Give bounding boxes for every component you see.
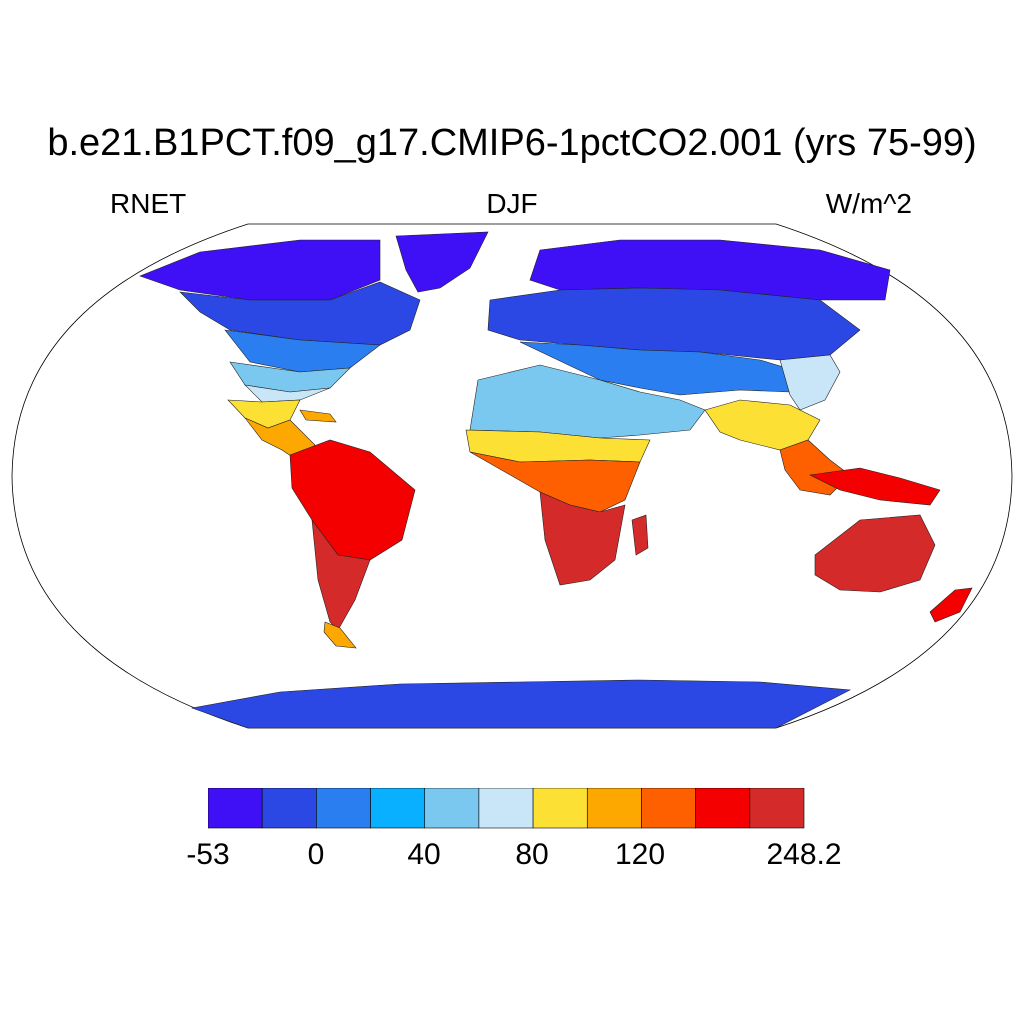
units-label: W/m^2 bbox=[825, 188, 912, 219]
colorbar-swatch bbox=[532, 787, 588, 829]
colorbar-swatch bbox=[207, 787, 263, 829]
colorbar bbox=[207, 787, 808, 829]
colorbar-swatch bbox=[424, 787, 480, 829]
region-maritime-continent bbox=[809, 467, 941, 506]
region-antarctica bbox=[190, 679, 852, 729]
region-caribbean bbox=[299, 409, 337, 423]
colorbar-swatch bbox=[586, 787, 642, 829]
region-new-zealand bbox=[929, 587, 973, 623]
colorbar-tick-label: 0 bbox=[307, 838, 325, 871]
region-australia bbox=[814, 514, 936, 593]
season-label: DJF bbox=[486, 188, 538, 219]
region-canada bbox=[179, 281, 421, 346]
colorbar-tick-label: 120 bbox=[614, 838, 666, 871]
colorbar-swatches bbox=[207, 787, 805, 829]
colorbar-tick-label: 80 bbox=[515, 838, 549, 871]
region-east-asia bbox=[779, 354, 841, 411]
colorbar-swatch bbox=[478, 787, 534, 829]
colorbar-swatch bbox=[316, 787, 371, 829]
region-north-canada bbox=[139, 239, 381, 301]
colorbar-swatch bbox=[749, 787, 805, 829]
region-gulf-coast bbox=[244, 384, 331, 403]
region-south-america-north bbox=[289, 439, 416, 561]
region-southern-africa bbox=[539, 491, 626, 586]
colorbar-tick-label: 248.2 bbox=[766, 838, 842, 871]
region-siberia bbox=[529, 239, 891, 301]
colorbar-tick-label: 40 bbox=[407, 838, 441, 871]
variable-label: RNET bbox=[110, 188, 187, 219]
region-south-america-south bbox=[311, 518, 371, 631]
colorbar-swatch bbox=[641, 787, 696, 829]
colorbar-swatch bbox=[695, 787, 751, 829]
colorbar-swatch bbox=[261, 787, 317, 829]
region-patagonia-tip bbox=[323, 621, 357, 649]
region-greenland bbox=[395, 231, 489, 293]
region-madagascar bbox=[631, 514, 649, 556]
map-title: b.e21.B1PCT.f09_g17.CMIP6-1pctCO2.001 (y… bbox=[47, 122, 977, 164]
colorbar-swatch bbox=[370, 787, 426, 829]
colorbar-tick-label: -53 bbox=[186, 838, 230, 871]
